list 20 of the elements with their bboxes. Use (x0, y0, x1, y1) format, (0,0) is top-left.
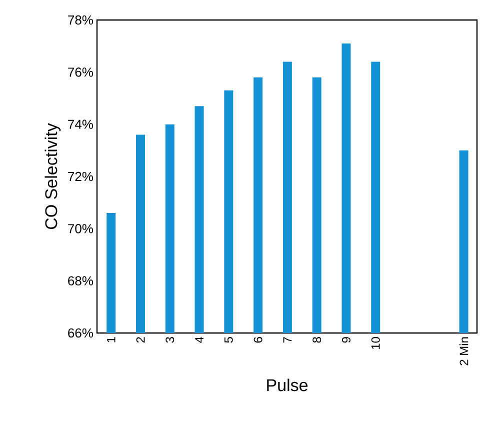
x-tick-label: 1 (106, 337, 116, 342)
x-axis-title: Pulse (267, 378, 308, 392)
y-tick-label: 68% (68, 276, 94, 286)
x-tick-label: 10 (371, 336, 380, 349)
y-tick-label: 74% (68, 120, 94, 129)
y-tick-label: 72% (68, 172, 94, 182)
x-tick-label: 8 (312, 337, 322, 343)
y-tick-label: 70% (68, 224, 94, 234)
x-tick-label: 5 (224, 337, 233, 343)
y-tick-label: 76% (68, 68, 94, 77)
x-tick-label: 4 (195, 336, 204, 343)
x-tick-label: 2 (136, 337, 145, 343)
x-tick-label: 2 Min (459, 337, 468, 366)
x-tick-label: 9 (342, 337, 350, 343)
x-tick-label: 3 (166, 337, 174, 343)
y-tick-label: 66% (68, 328, 94, 338)
y-tick-label: 78% (68, 15, 94, 25)
x-tick-label: 6 (254, 337, 262, 343)
x-tick-label: 7 (283, 337, 292, 343)
y-axis-title: CO Selectivity (44, 123, 61, 229)
